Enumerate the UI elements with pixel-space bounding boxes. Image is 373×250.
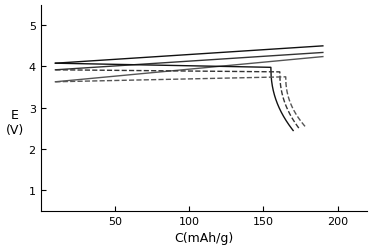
Y-axis label: E
(V): E (V)	[6, 108, 24, 136]
X-axis label: C(mAh/g): C(mAh/g)	[174, 232, 233, 244]
